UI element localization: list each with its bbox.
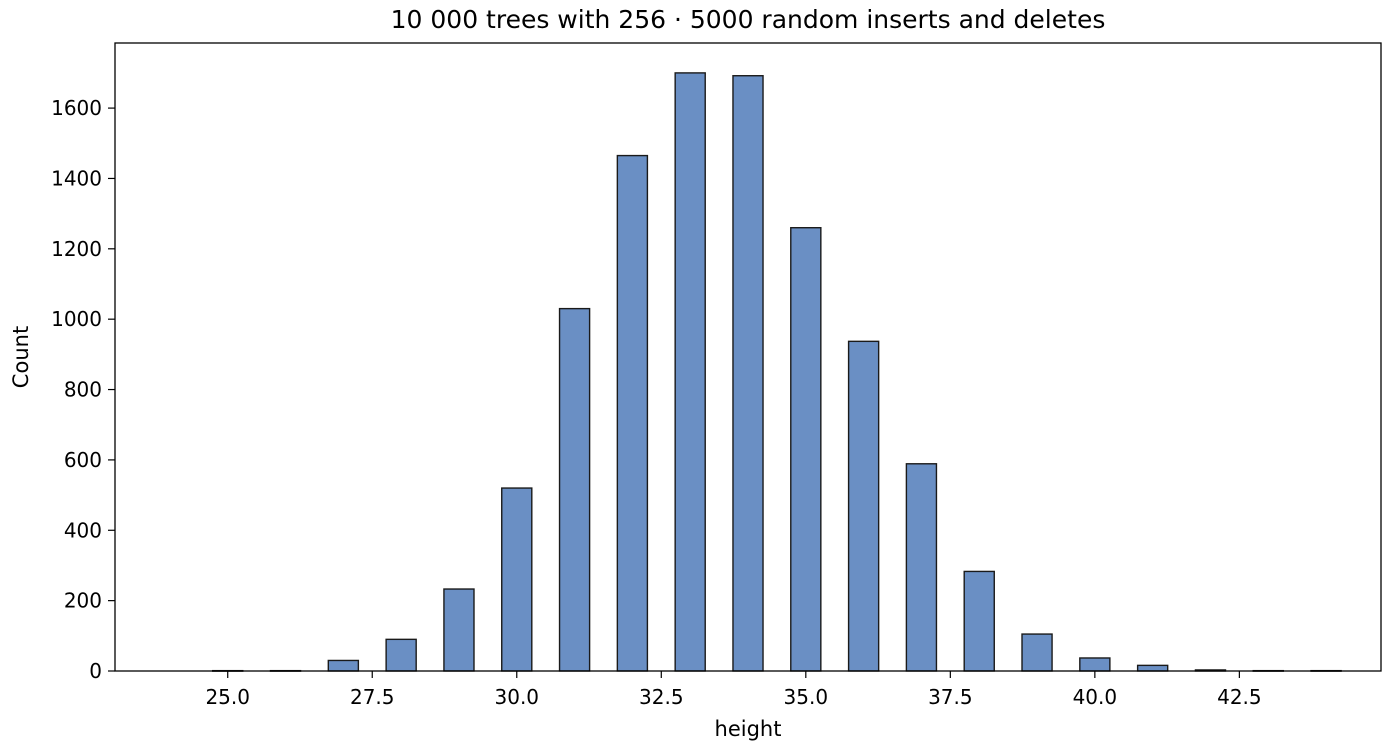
y-tick-label: 1400 [51,166,102,190]
y-axis-label: Count [9,326,33,388]
histogram-bar [847,340,880,672]
chart-title: 10 000 trees with 256 · 5000 random inse… [391,5,1106,34]
x-axis-label: height [715,717,782,741]
x-tick-label: 42.5 [1217,685,1262,709]
x-tick-label: 27.5 [350,685,395,709]
histogram-bar [501,487,533,672]
y-tick-label: 200 [64,589,102,613]
histogram-bar [674,72,706,672]
y-tick-label: 1000 [51,307,102,331]
x-tick-label: 35.0 [784,685,829,709]
x-tick-label: 37.5 [928,685,973,709]
histogram-bar [963,570,995,672]
histogram-bar [1136,664,1169,672]
histogram-bar [385,638,417,672]
histogram-bar [732,75,764,672]
x-tick-label: 25.0 [205,685,250,709]
y-tick-label: 400 [64,518,102,542]
x-ticks: 25.0 27.5 30.0 32.5 35.0 37.5 40.0 42.5 [205,671,1262,709]
y-tick-label: 1200 [51,237,102,261]
histogram-bar [558,307,591,672]
bars-layer [211,72,1342,672]
y-tick-label: 1600 [51,96,102,120]
y-tick-label: 800 [64,378,102,402]
y-ticks: 0 200 400 600 800 1000 1200 1400 1600 [51,96,115,683]
y-tick-label: 600 [64,448,102,472]
histogram-bar [790,227,822,672]
histogram-bar [1021,633,1053,672]
histogram-bar [1079,657,1111,672]
histogram-bar [327,659,360,672]
histogram-bar [616,154,649,672]
x-tick-label: 40.0 [1073,685,1118,709]
x-tick-label: 32.5 [639,685,684,709]
y-tick-label: 0 [89,659,102,683]
histogram-bar [905,463,938,672]
plot-frame [114,42,1382,672]
x-tick-label: 30.0 [495,685,540,709]
histogram-bar [443,588,475,672]
